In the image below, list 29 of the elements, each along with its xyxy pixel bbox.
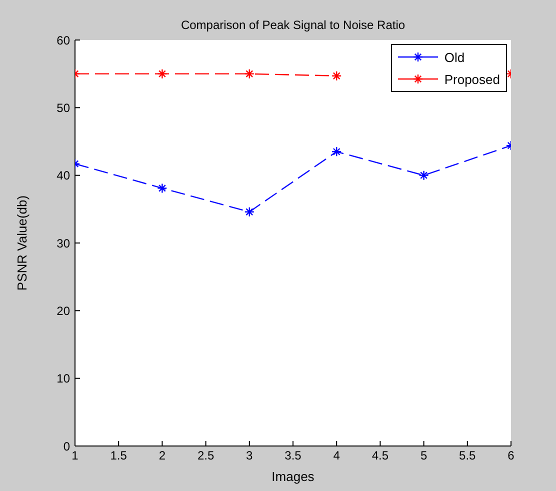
x-tick-label: 5: [420, 448, 428, 463]
point: [157, 183, 168, 194]
y-tick-label: 60: [56, 33, 70, 48]
x-tick-label: 1.5: [110, 448, 128, 463]
x-tick-label: 4: [333, 448, 340, 463]
x-tick-label: 1: [72, 448, 79, 463]
x-tick-label: 3.5: [284, 448, 302, 463]
x-tick-label: 2.5: [197, 448, 214, 463]
x-tick-label: 2: [158, 448, 166, 463]
y-tick-label: 10: [56, 372, 70, 386]
y-tick-label: 50: [56, 100, 70, 115]
y-tick-label: 30: [56, 236, 70, 250]
point: [244, 206, 254, 217]
y-tick-label: 0: [63, 439, 70, 454]
point: [332, 146, 342, 157]
y-tick-label: 20: [56, 304, 70, 318]
x-tick-label: 6: [508, 448, 515, 463]
x-tick-label: 5.5: [459, 448, 476, 463]
y-tick-label: 40: [56, 168, 70, 183]
legend-label: Proposed: [444, 72, 500, 86]
chart-title: Comparison of Peak Signal to Noise Ratio: [180, 18, 406, 32]
point: [332, 70, 342, 81]
x-tick-label: 3: [246, 448, 254, 463]
point: [244, 68, 254, 79]
legend-label: Old: [444, 50, 465, 64]
point: [157, 68, 168, 79]
x-axis-title: Images: [270, 469, 316, 484]
x-tick-label: 4.5: [372, 448, 389, 463]
y-axis-title: PSNR Value(db): [14, 195, 30, 291]
